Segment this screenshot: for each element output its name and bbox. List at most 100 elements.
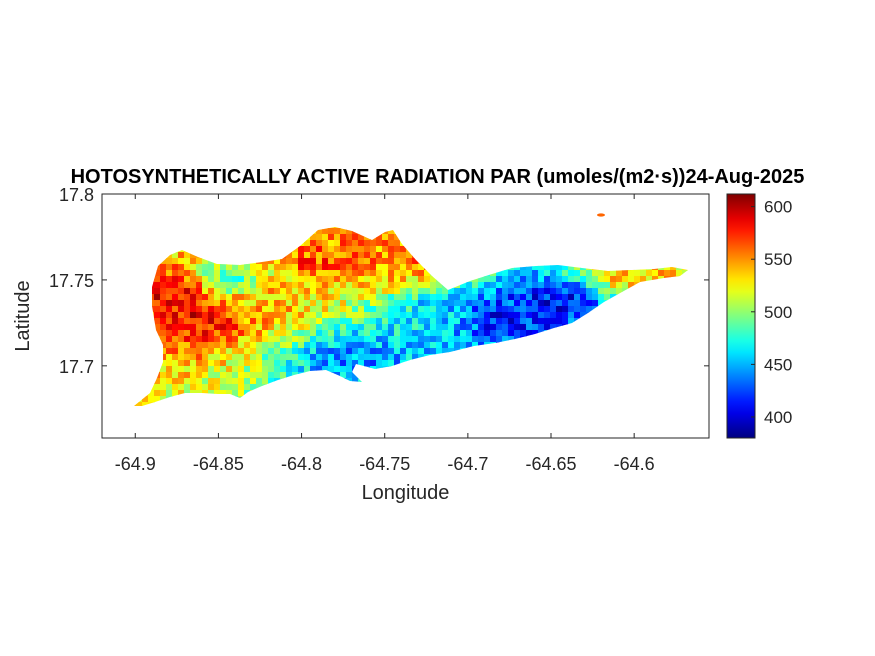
heatmap-cell	[184, 318, 191, 325]
heatmap-cell	[376, 246, 383, 253]
heatmap-cell	[250, 342, 257, 349]
heatmap-cell	[346, 246, 353, 253]
heatmap-cell	[196, 282, 203, 289]
heatmap-cell	[394, 264, 401, 271]
heatmap-cell	[352, 330, 359, 337]
heatmap-cell	[538, 312, 545, 319]
heatmap-cell	[430, 312, 437, 319]
heatmap-cell	[256, 366, 263, 373]
heatmap-cell	[598, 276, 605, 283]
heatmap-cell	[448, 324, 455, 331]
heatmap-cell	[304, 288, 311, 295]
colorbar-tick-label: 450	[764, 355, 792, 374]
heatmap-cell	[424, 270, 431, 277]
heatmap-cell	[244, 372, 251, 379]
heatmap-cell	[532, 300, 539, 307]
heatmap-cell	[466, 324, 473, 331]
heatmap-cell	[202, 306, 209, 313]
heatmap-cell	[334, 282, 341, 289]
heatmap-cell	[556, 264, 563, 271]
heatmap-cell	[478, 288, 485, 295]
heatmap-cell	[160, 276, 167, 283]
heatmap-cell	[544, 306, 551, 313]
heatmap-cell	[178, 306, 185, 313]
heatmap-cell	[538, 288, 545, 295]
heatmap-cell	[298, 288, 305, 295]
heatmap-cell	[496, 330, 503, 337]
heatmap-cell	[586, 282, 593, 289]
heatmap-cell	[304, 354, 311, 361]
heatmap-cell	[250, 372, 257, 379]
heatmap-cell	[220, 342, 227, 349]
heatmap-cell	[358, 312, 365, 319]
heatmap-cell	[286, 300, 293, 307]
heatmap-cell	[508, 300, 515, 307]
heatmap-cell	[244, 300, 251, 307]
heatmap-cell	[454, 288, 461, 295]
heatmap-cell	[346, 372, 353, 379]
heatmap-cell	[196, 372, 203, 379]
heatmap-cell	[352, 354, 359, 361]
heatmap-cell	[178, 264, 185, 271]
heatmap-cell	[196, 318, 203, 325]
heatmap-cell	[580, 282, 587, 289]
heatmap-cell	[454, 306, 461, 313]
heatmap-cell	[256, 264, 263, 271]
heatmap-cell	[172, 360, 179, 367]
heatmap-cell	[580, 306, 587, 313]
heatmap-cell	[304, 360, 311, 367]
heatmap-cell	[298, 324, 305, 331]
heatmap-cell	[586, 294, 593, 301]
heatmap-cell	[502, 300, 509, 307]
heatmap-cell	[250, 378, 257, 385]
heatmap-cell	[412, 348, 419, 355]
heatmap-cell	[346, 330, 353, 337]
heatmap-cell	[376, 270, 383, 277]
heatmap-cell	[394, 252, 401, 259]
heatmap-cell	[196, 378, 203, 385]
heatmap-cell	[388, 354, 395, 361]
heatmap-cell	[340, 324, 347, 331]
heatmap-cell	[328, 270, 335, 277]
heatmap-cell	[280, 354, 287, 361]
heatmap-cell	[244, 312, 251, 319]
heatmap-cell	[250, 288, 257, 295]
heatmap-cell	[160, 354, 167, 361]
heatmap-cell	[304, 264, 311, 271]
heatmap-cell	[382, 342, 389, 349]
heatmap-cell	[226, 312, 233, 319]
heatmap-cell	[178, 270, 185, 277]
heatmap-cell	[490, 336, 497, 343]
heatmap-cell	[268, 258, 275, 265]
heatmap-cell	[160, 300, 167, 307]
heatmap-cell	[250, 384, 257, 391]
heatmap-cell	[226, 360, 233, 367]
heatmap-cell	[184, 354, 191, 361]
heatmap-cell	[340, 240, 347, 247]
heatmap-cell	[220, 294, 227, 301]
heatmap-cell	[292, 348, 299, 355]
heatmap-cell	[370, 348, 377, 355]
heatmap-cell	[340, 228, 347, 235]
heatmap-cell	[232, 372, 239, 379]
heatmap-cell	[274, 360, 281, 367]
heatmap-cell	[358, 336, 365, 343]
heatmap-cell	[406, 276, 413, 283]
heatmap-cell	[250, 300, 257, 307]
heatmap-cell	[178, 360, 185, 367]
heatmap-cell	[334, 336, 341, 343]
heatmap-cell	[220, 372, 227, 379]
heatmap-cell	[526, 282, 533, 289]
heatmap-cell	[622, 270, 629, 277]
heatmap-cell	[184, 336, 191, 343]
heatmap-cell	[262, 342, 269, 349]
heatmap-cell	[484, 336, 491, 343]
heatmap-cell	[550, 276, 557, 283]
heatmap-cell	[232, 348, 239, 355]
heatmap-cell	[160, 390, 167, 397]
heatmap-cell	[142, 402, 149, 406]
heatmap-cell	[172, 378, 179, 385]
heatmap-cell	[388, 294, 395, 301]
heatmap-cell	[364, 342, 371, 349]
heatmap-cell	[412, 258, 419, 265]
